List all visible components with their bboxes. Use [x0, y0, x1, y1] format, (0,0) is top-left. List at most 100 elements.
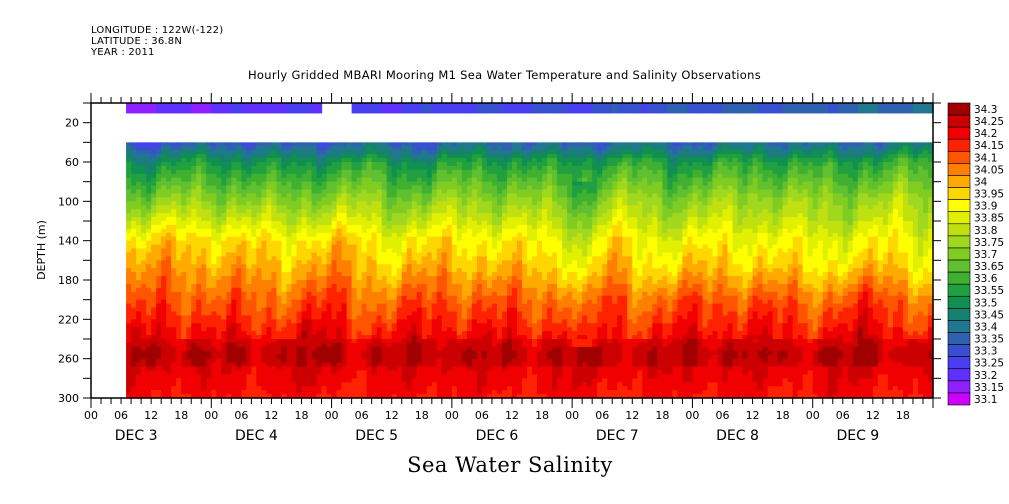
field-cell	[206, 394, 212, 399]
field-cell	[341, 244, 348, 250]
field-cell	[221, 224, 227, 230]
field-cell	[311, 162, 318, 167]
field-cell	[451, 319, 458, 324]
field-cell	[201, 217, 207, 222]
field-cell	[281, 342, 288, 348]
field-cell	[151, 350, 157, 356]
field-cell	[486, 335, 493, 340]
field-cell	[496, 244, 503, 250]
field-cell	[271, 146, 278, 151]
field-cell	[266, 205, 273, 210]
field-cell	[456, 291, 463, 297]
field-cell	[391, 291, 398, 297]
field-cell	[381, 354, 388, 360]
field-cell	[491, 181, 498, 187]
field-cell	[296, 232, 303, 238]
field-cell	[371, 382, 378, 387]
field-cell	[141, 154, 147, 159]
field-cell	[431, 232, 438, 238]
field-cell	[191, 217, 197, 222]
field-cell	[261, 209, 268, 214]
field-cell	[146, 205, 152, 210]
field-cell	[146, 382, 152, 387]
field-cell	[386, 236, 393, 242]
field-cell	[171, 374, 177, 379]
field-cell	[346, 283, 353, 289]
field-cell	[291, 287, 298, 293]
field-cell	[206, 169, 212, 175]
field-cell	[301, 315, 308, 320]
field-cell	[486, 295, 493, 301]
field-cell	[466, 189, 473, 195]
field-cell	[466, 299, 473, 305]
field-cell	[216, 154, 222, 159]
field-cell	[456, 339, 463, 344]
field-cell	[146, 154, 152, 159]
field-cell	[221, 232, 227, 238]
field-cell	[226, 142, 232, 147]
field-cell	[161, 295, 167, 301]
field-cell	[441, 158, 448, 163]
field-cell	[421, 232, 428, 238]
field-cell	[341, 197, 348, 202]
field-cell	[301, 346, 308, 352]
field-cell	[266, 248, 273, 254]
field-cell	[401, 339, 408, 344]
field-cell	[421, 177, 428, 183]
field-cell	[401, 154, 408, 159]
field-cell	[311, 311, 318, 316]
field-cell	[136, 181, 142, 187]
field-cell	[246, 307, 252, 313]
field-cell	[306, 224, 313, 230]
field-cell	[411, 386, 418, 391]
field-cell	[361, 169, 368, 175]
field-cell	[141, 303, 147, 309]
field-cell	[131, 169, 137, 175]
field-cell	[306, 228, 313, 234]
field-cell	[456, 272, 463, 277]
field-cell	[416, 189, 423, 195]
field-cell	[401, 221, 408, 226]
field-cell	[211, 390, 217, 395]
field-cell	[306, 386, 313, 391]
field-cell	[301, 154, 308, 159]
field-cell	[136, 339, 142, 344]
field-cell	[141, 362, 147, 368]
field-cell	[321, 252, 328, 257]
field-cell	[206, 232, 212, 238]
field-cell	[471, 252, 478, 257]
field-cell	[496, 185, 503, 191]
field-cell	[201, 193, 207, 198]
field-cell	[276, 236, 283, 242]
field-cell	[336, 370, 343, 375]
field-cell	[396, 362, 403, 368]
field-cell	[456, 252, 463, 257]
field-cell	[436, 181, 443, 187]
field-cell	[181, 213, 187, 218]
field-cell	[156, 248, 162, 254]
field-cell	[296, 303, 303, 309]
field-cell	[186, 339, 192, 344]
field-cell	[316, 142, 323, 147]
field-cell	[406, 150, 413, 155]
field-cell	[451, 181, 458, 187]
field-cell	[226, 276, 232, 281]
surface-cell	[201, 107, 207, 114]
field-cell	[131, 386, 137, 391]
field-cell	[261, 280, 268, 285]
field-cell	[381, 350, 388, 356]
field-cell	[416, 366, 423, 372]
field-cell	[166, 221, 172, 226]
field-cell	[191, 244, 197, 250]
field-cell	[371, 158, 378, 163]
field-cell	[491, 189, 498, 195]
field-cell	[176, 354, 182, 360]
field-cell	[216, 358, 222, 364]
field-cell	[266, 264, 273, 269]
field-cell	[206, 307, 212, 313]
field-cell	[321, 374, 328, 379]
field-cell	[456, 331, 463, 336]
surface-cell	[391, 107, 398, 114]
field-cell	[201, 228, 207, 234]
field-cell	[181, 303, 187, 309]
